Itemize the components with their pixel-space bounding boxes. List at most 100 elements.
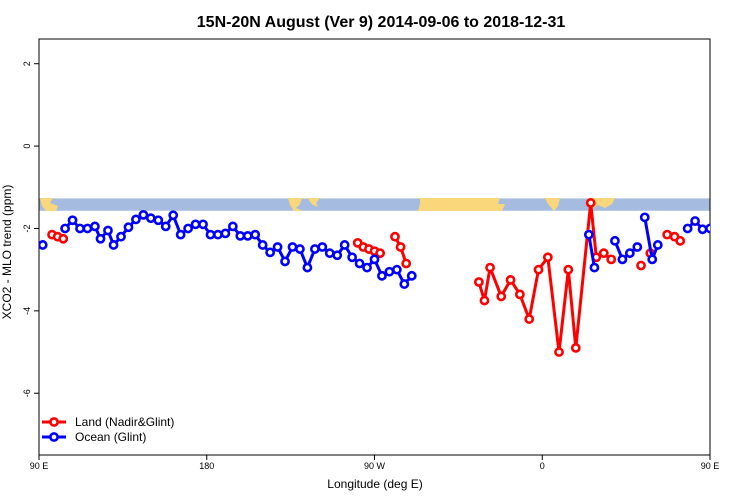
y-axis-label: XCO2 - MLO trend (ppm): [0, 185, 14, 320]
data-point: [90, 221, 100, 232]
data-point: [375, 248, 385, 259]
x-tick-label: 180: [199, 461, 214, 471]
data-point: [598, 248, 609, 259]
data-point: [309, 244, 320, 254]
data-point: [280, 256, 290, 267]
data-point: [324, 248, 335, 259]
data-point: [505, 275, 516, 285]
y-tick-label: -2: [22, 224, 32, 232]
data-point: [606, 254, 617, 265]
data-point: [632, 242, 643, 252]
data-point: [496, 291, 507, 302]
map-band-land-pacific: [288, 198, 303, 211]
data-point: [554, 347, 564, 357]
y-tick-label: -4: [22, 307, 32, 315]
data-point: [682, 223, 693, 234]
data-point: [175, 229, 186, 240]
data-point: [116, 231, 126, 242]
data-point: [391, 264, 402, 275]
map-band: [39, 198, 710, 211]
data-point: [563, 264, 574, 275]
data-point: [145, 213, 156, 224]
data-point: [639, 212, 650, 223]
data-point: [610, 235, 620, 246]
data-point: [514, 289, 525, 300]
legend-label-ocean: Ocean (Glint): [75, 430, 146, 444]
data-point: [583, 229, 594, 240]
data-point: [108, 240, 119, 250]
data-point: [485, 262, 495, 273]
map-band-land-india: [545, 198, 560, 211]
data-point: [95, 233, 106, 244]
data-point: [736, 241, 743, 248]
data-point: [390, 231, 400, 242]
map-band-land-asia: [40, 198, 58, 211]
data-point: [697, 224, 708, 235]
x-tick-label: 90 W: [364, 461, 386, 471]
legend-marker-land: [49, 417, 59, 427]
data-point: [250, 229, 261, 240]
data-point: [220, 228, 231, 239]
y-tick-label: -6: [22, 389, 32, 397]
legend: Land (Nadir&Glint) Ocean (Glint): [42, 415, 174, 444]
data-point: [235, 230, 246, 241]
data-point: [265, 247, 276, 258]
data-point: [362, 262, 372, 273]
data-point: [617, 254, 628, 265]
map-band-land-americas: [308, 198, 320, 207]
data-point: [542, 252, 553, 263]
data-point: [636, 260, 646, 271]
data-point: [287, 242, 298, 252]
series-line: [477, 201, 613, 354]
data-point: [399, 279, 410, 289]
x-tick-label: 90 E: [701, 461, 720, 471]
data-point: [384, 266, 395, 277]
data-point: [131, 214, 141, 225]
data-point: [317, 242, 328, 252]
data-point: [369, 254, 380, 265]
data-point: [744, 233, 750, 240]
data-point: [227, 221, 238, 232]
data-point: [705, 223, 710, 234]
data-point: [295, 244, 305, 254]
x-tick-label: 90 E: [30, 461, 49, 471]
data-point: [690, 216, 700, 226]
data-point: [39, 240, 48, 250]
legend-label-land: Land (Nadir&Glint): [75, 415, 174, 429]
data-point: [647, 254, 658, 265]
data-point: [205, 229, 216, 240]
data-point: [585, 198, 596, 208]
data-point: [168, 210, 179, 221]
data-point: [406, 270, 417, 281]
map-band-ocean: [39, 198, 710, 211]
x-axis: 90 E 180 90 W 0 90 E: [30, 455, 720, 471]
data-point: [589, 262, 600, 273]
x-axis-label: Longitude (deg E): [327, 477, 422, 491]
data-point: [302, 262, 313, 273]
data-point: [242, 230, 253, 241]
x-tick-label: 0: [540, 461, 545, 471]
map-band-land-africa: [418, 198, 505, 211]
data-point: [75, 223, 85, 234]
data-point: [624, 248, 635, 259]
data-point: [473, 277, 484, 287]
data-point: [123, 222, 134, 233]
y-tick-label: 2: [22, 61, 32, 66]
data-point: [662, 229, 673, 240]
data-point: [524, 314, 535, 324]
data-point: [58, 233, 69, 244]
data-point: [675, 235, 686, 246]
series-ocean: [39, 209, 750, 289]
data-point: [332, 250, 343, 261]
data-point: [82, 223, 93, 234]
data-point: [198, 219, 208, 230]
data-point: [395, 242, 406, 252]
data-point: [213, 229, 223, 240]
data-point: [729, 227, 736, 234]
data-point: [153, 215, 164, 226]
data-point: [257, 240, 268, 250]
data-point: [160, 221, 171, 232]
data-point: [103, 225, 113, 236]
data-point: [377, 270, 387, 281]
